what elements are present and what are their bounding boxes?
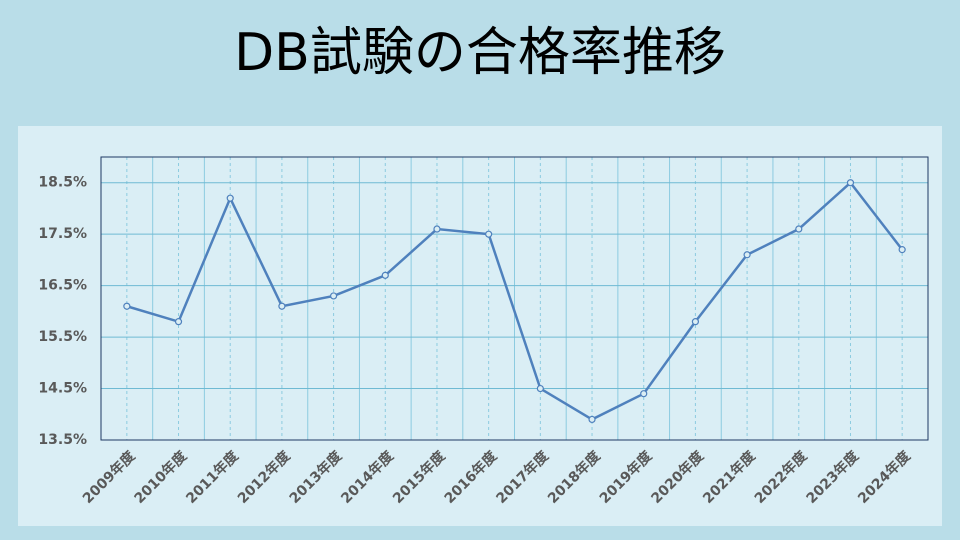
- x-tick-label: 2017年度: [493, 447, 553, 507]
- x-tick-label: 2014年度: [338, 447, 398, 507]
- x-tick-label: 2020年度: [648, 447, 708, 507]
- x-tick-label: 2018年度: [544, 447, 604, 507]
- x-tick-label: 2024年度: [854, 447, 914, 507]
- x-tick-label: 2022年度: [751, 447, 811, 507]
- x-tick-label: 2011年度: [183, 447, 243, 507]
- data-point: [485, 230, 493, 238]
- data-point: [278, 302, 286, 310]
- data-line: [126, 180, 904, 421]
- data-point: [123, 302, 131, 310]
- y-tick-label: 17.5%: [38, 226, 87, 242]
- data-point: [588, 415, 596, 424]
- x-tick-label: 2009年度: [79, 447, 139, 507]
- x-tick-label: 2023年度: [803, 447, 863, 507]
- x-tick-label: 2015年度: [389, 447, 449, 507]
- x-tick-label: 2010年度: [131, 447, 191, 507]
- data-point: [536, 384, 544, 393]
- x-tick-label: 2013年度: [286, 447, 346, 507]
- plot-border: [100, 156, 929, 441]
- y-tick-label: 14.5%: [38, 381, 87, 397]
- data-point: [691, 318, 700, 326]
- data-point: [433, 225, 441, 233]
- data-point: [174, 318, 183, 326]
- data-point: [898, 246, 906, 254]
- data-point: [381, 271, 389, 279]
- data-point: [743, 251, 751, 259]
- data-point: [329, 292, 338, 300]
- data-point: [795, 225, 803, 233]
- data-point: [846, 179, 855, 187]
- x-tick-label: 2021年度: [699, 447, 759, 507]
- y-tick-label: 15.5%: [38, 329, 87, 345]
- y-tick-label: 16.5%: [38, 278, 87, 294]
- x-tick-label: 2019年度: [596, 447, 656, 507]
- x-tick-label: 2016年度: [441, 447, 501, 507]
- data-point: [226, 194, 234, 202]
- x-tick-label: 2012年度: [234, 447, 294, 507]
- y-tick-label: 18.5%: [38, 175, 87, 191]
- data-point: [640, 390, 648, 398]
- chart-title: DB試験の合格率推移: [234, 23, 726, 83]
- y-tick-label: 13.5%: [38, 432, 87, 448]
